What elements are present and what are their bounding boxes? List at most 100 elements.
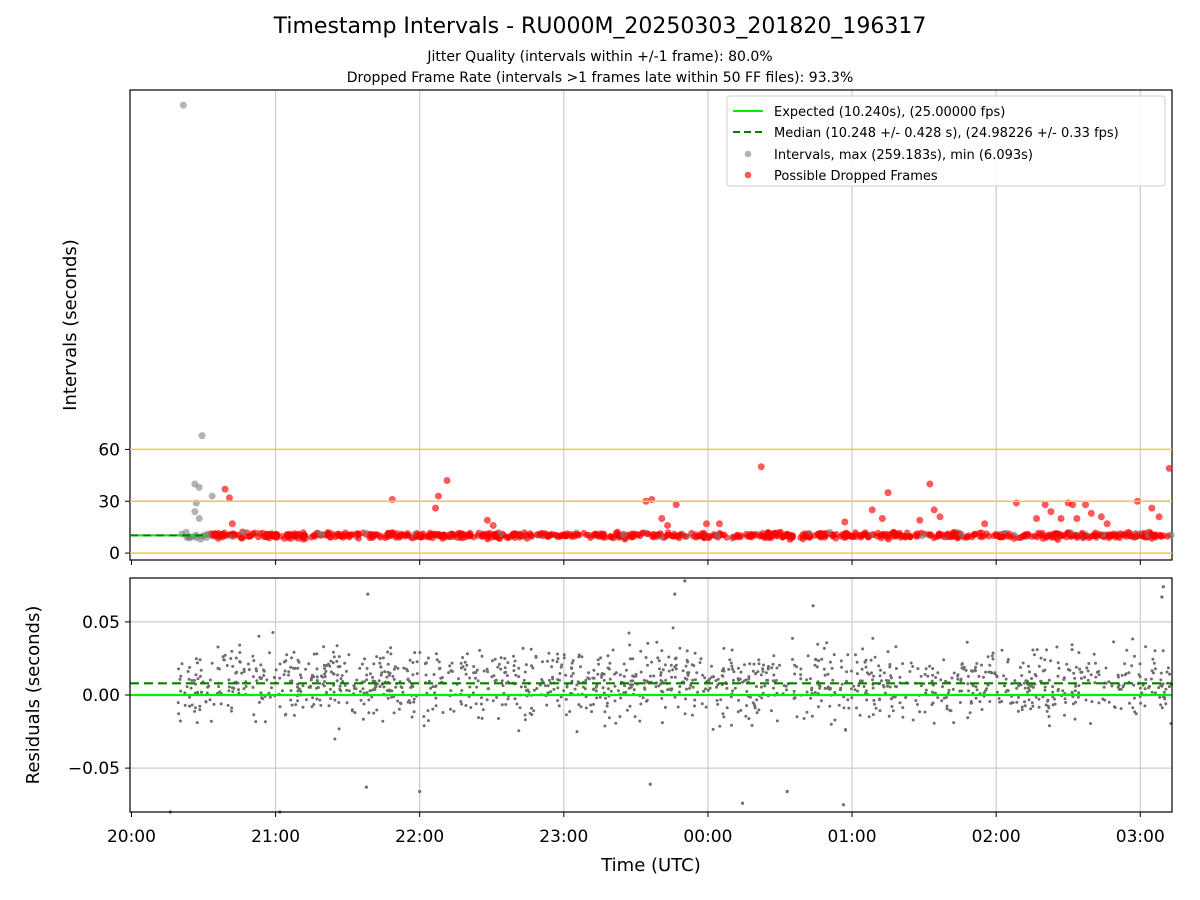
residual-point bbox=[315, 675, 319, 679]
residual-point bbox=[565, 685, 569, 689]
dropped-frame-point bbox=[369, 533, 377, 540]
residual-point bbox=[378, 661, 382, 665]
residual-point bbox=[764, 671, 768, 675]
dropped-frame-point bbox=[489, 521, 497, 529]
residual-point bbox=[358, 690, 362, 693]
residual-point bbox=[813, 691, 817, 694]
residual-point bbox=[290, 679, 294, 683]
residual-point bbox=[186, 670, 190, 673]
residual-point bbox=[988, 663, 992, 667]
dropped-frame-point bbox=[542, 530, 549, 537]
residual-point bbox=[337, 727, 341, 731]
residual-point bbox=[278, 676, 282, 680]
residual-point bbox=[893, 684, 897, 688]
residual-point bbox=[1139, 701, 1143, 705]
residual-point bbox=[506, 661, 510, 665]
residual-point bbox=[257, 634, 261, 638]
residual-point bbox=[312, 703, 316, 706]
residual-point bbox=[685, 649, 689, 653]
residual-point bbox=[1004, 677, 1008, 681]
residual-point bbox=[995, 675, 999, 679]
residual-point bbox=[495, 696, 499, 699]
residual-point bbox=[729, 661, 733, 665]
residual-point bbox=[1151, 657, 1155, 661]
residual-point bbox=[559, 665, 563, 669]
residual-point bbox=[480, 654, 484, 658]
dropped-frame-point bbox=[443, 477, 451, 485]
residual-point bbox=[989, 670, 993, 674]
residual-point bbox=[491, 699, 495, 703]
residual-point bbox=[584, 678, 588, 682]
residuals-y-tick-label: 0.05 bbox=[82, 613, 120, 633]
dropped-frame-point bbox=[857, 534, 865, 541]
dropped-frame-point bbox=[434, 492, 442, 500]
residual-point bbox=[221, 655, 225, 659]
residual-point bbox=[1070, 643, 1074, 647]
residual-point bbox=[1053, 702, 1057, 706]
residual-point bbox=[1078, 667, 1082, 671]
residual-point bbox=[497, 662, 501, 666]
residual-point bbox=[571, 672, 575, 675]
residual-point bbox=[1023, 686, 1027, 690]
residual-point bbox=[611, 648, 615, 652]
residual-point bbox=[555, 660, 559, 664]
residual-point bbox=[931, 667, 935, 671]
residual-point bbox=[658, 667, 661, 671]
residual-point bbox=[605, 701, 609, 705]
residual-point bbox=[481, 708, 485, 712]
residual-point bbox=[365, 691, 369, 695]
dropped-frame-point bbox=[1147, 529, 1155, 537]
residual-point bbox=[544, 684, 547, 688]
residual-point bbox=[378, 656, 382, 660]
residual-point bbox=[775, 719, 779, 723]
residual-point bbox=[984, 670, 988, 674]
chart-subtitle-jitter: Jitter Quality (intervals within +/-1 fr… bbox=[427, 49, 773, 65]
residual-point bbox=[832, 653, 836, 657]
residual-point bbox=[657, 684, 661, 688]
residual-point bbox=[353, 711, 357, 715]
residual-point bbox=[312, 652, 316, 656]
dropped-frame-point bbox=[403, 531, 410, 539]
residual-point bbox=[761, 670, 765, 673]
residual-point bbox=[289, 665, 293, 669]
residual-point bbox=[580, 655, 584, 659]
residual-point bbox=[505, 674, 509, 678]
residual-point bbox=[813, 663, 817, 667]
residual-point bbox=[810, 714, 814, 718]
residual-point bbox=[890, 705, 894, 708]
interval-point bbox=[240, 528, 247, 536]
residual-point bbox=[846, 653, 850, 657]
residual-point bbox=[1029, 684, 1033, 688]
residual-point bbox=[512, 664, 516, 668]
residual-point bbox=[871, 713, 875, 717]
residual-point bbox=[628, 704, 632, 708]
residual-point bbox=[190, 703, 194, 707]
dropped-frame-point bbox=[254, 533, 262, 541]
residual-point bbox=[602, 691, 606, 695]
residual-point bbox=[257, 700, 261, 704]
residual-point bbox=[1077, 684, 1081, 688]
residual-point bbox=[639, 702, 643, 706]
residual-point bbox=[700, 702, 704, 706]
residual-point bbox=[185, 685, 189, 689]
residual-point bbox=[978, 700, 982, 704]
residual-point bbox=[857, 684, 861, 688]
residual-point bbox=[1073, 676, 1077, 680]
residual-point bbox=[757, 662, 761, 666]
residual-point bbox=[188, 666, 192, 669]
residual-point bbox=[608, 677, 612, 681]
residual-point bbox=[487, 687, 490, 691]
dropped-frame-point bbox=[327, 530, 335, 537]
residual-point bbox=[427, 679, 431, 683]
residual-point bbox=[751, 669, 755, 673]
residual-point bbox=[198, 674, 202, 678]
dropped-frame-point bbox=[650, 533, 658, 541]
residual-point bbox=[1143, 704, 1147, 708]
residual-point bbox=[1119, 707, 1123, 711]
residual-point bbox=[871, 686, 875, 690]
residual-point bbox=[367, 711, 371, 715]
residual-point bbox=[273, 676, 276, 680]
residual-point bbox=[936, 671, 940, 675]
residual-point bbox=[187, 677, 191, 681]
residual-point bbox=[1047, 715, 1051, 719]
